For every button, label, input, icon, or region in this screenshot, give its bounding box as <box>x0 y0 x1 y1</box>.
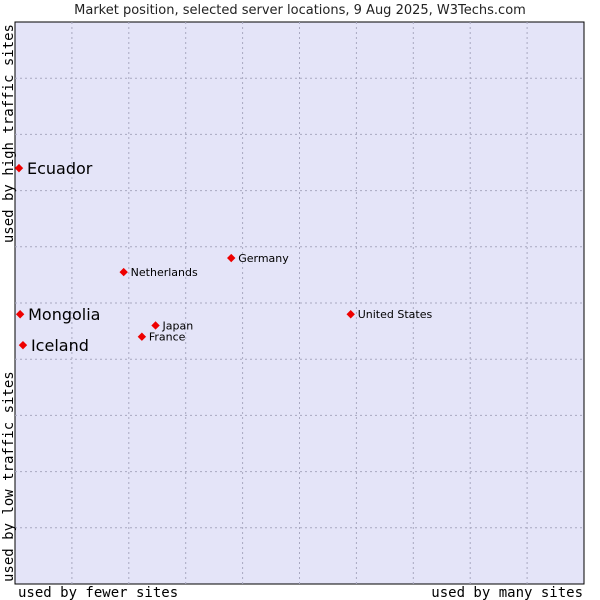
grid-lines <box>15 22 584 584</box>
data-point: Netherlands <box>119 266 198 279</box>
data-point-label: United States <box>358 308 433 321</box>
y-axis-label-bottom: used by low traffic sites <box>1 371 17 582</box>
data-point-marker <box>346 310 355 319</box>
y-axis-label-top: used by high traffic sites <box>1 24 17 243</box>
x-axis-label-right: used by many sites <box>431 585 583 600</box>
data-point-label: Germany <box>238 252 289 265</box>
data-point: Mongolia <box>15 305 100 324</box>
data-point-label: Ecuador <box>27 159 93 178</box>
data-point-label: France <box>149 331 186 344</box>
data-points: Ecuador Mongolia Iceland Germany Netherlands… <box>14 159 433 355</box>
data-point-marker <box>14 163 24 173</box>
data-point-label: Netherlands <box>131 266 198 279</box>
data-point-marker <box>227 253 236 263</box>
data-point: France <box>137 331 186 344</box>
x-axis-label-left: used by fewer sites <box>18 585 178 600</box>
chart-title: Market position, selected server locatio… <box>74 3 526 18</box>
data-point-marker <box>119 267 128 277</box>
data-point-label: Iceland <box>31 336 89 355</box>
data-point-marker <box>18 340 28 350</box>
data-point-marker <box>137 332 147 341</box>
data-point-label: Japan <box>162 319 194 332</box>
data-point: Germany <box>227 252 289 265</box>
data-point-label: Mongolia <box>28 305 100 324</box>
data-point: Japan <box>151 319 193 332</box>
data-point-marker <box>151 321 160 330</box>
data-point: United States <box>346 308 433 321</box>
data-point: Iceland <box>18 336 89 355</box>
data-point-marker <box>15 310 25 319</box>
data-point: Ecuador <box>14 159 93 178</box>
